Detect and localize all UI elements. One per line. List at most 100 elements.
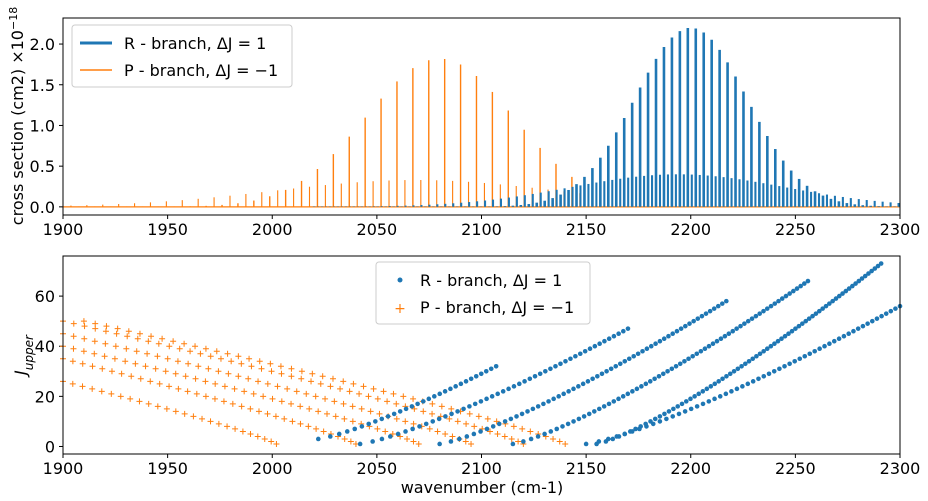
r-branch-point	[611, 399, 617, 404]
r-branch-point	[379, 416, 385, 422]
r-branch-point	[596, 439, 602, 444]
r-branch-point	[716, 379, 721, 384]
p-branch-point	[256, 358, 263, 365]
r-branch-point	[532, 374, 538, 379]
p-branch-point	[128, 373, 135, 380]
p-branch-point	[429, 410, 436, 417]
top-legend-box	[71, 24, 293, 88]
p-branch-point	[322, 395, 329, 402]
bottom-x-tick-label: 2150	[566, 459, 607, 478]
r-branch-point	[601, 404, 607, 409]
p-branch-point	[124, 333, 131, 340]
r-branch-point	[554, 426, 560, 432]
r-branch-point	[644, 346, 650, 352]
r-branch-point	[866, 271, 871, 276]
r-branch-point	[879, 313, 884, 319]
p-branch-point	[221, 383, 228, 390]
r-branch-point	[694, 404, 700, 409]
p-branch-point	[273, 440, 280, 447]
r-branch-point	[484, 396, 489, 402]
r-branch-point	[786, 331, 791, 336]
r-branch-point	[674, 328, 680, 334]
r-branch-point	[727, 371, 733, 377]
p-branch-point	[248, 363, 255, 370]
r-branch-point	[437, 391, 443, 397]
r-branch-point	[472, 401, 478, 407]
bottom-y-tick-label: 40	[35, 337, 55, 356]
p-branch-point	[312, 393, 319, 400]
r-branch-point	[592, 409, 597, 414]
top-x-tick-label: 1900	[43, 220, 84, 239]
r-branch-point	[805, 278, 811, 284]
r-branch-point	[652, 376, 657, 382]
p-branch-point	[463, 420, 470, 427]
p-branch-point	[108, 390, 115, 397]
p-branch-point	[298, 368, 305, 375]
r-branch-point	[387, 434, 393, 439]
r-branch-point	[535, 434, 541, 439]
p-branch-point	[89, 363, 96, 370]
r-branch-point	[831, 338, 837, 344]
bottom-x-axis-label: wavenumber (cm-1)	[401, 478, 564, 497]
p-branch-point	[264, 380, 271, 387]
r-branch-point	[822, 343, 827, 349]
p-branch-point	[174, 358, 181, 365]
r-branch-point	[846, 331, 851, 336]
r-branch-point	[750, 379, 756, 384]
p-branch-point	[101, 353, 108, 360]
r-branch-point	[621, 328, 626, 334]
p-branch-point	[493, 418, 500, 425]
r-branch-point	[489, 394, 495, 399]
r-branch-point	[463, 379, 469, 384]
p-branch-point	[274, 383, 281, 390]
p-branch-point	[393, 400, 400, 407]
r-branch-point	[637, 426, 642, 432]
p-branch-point	[212, 380, 219, 387]
r-branch-point	[560, 424, 565, 429]
r-branch-point	[516, 381, 522, 387]
p-branch-point	[155, 340, 162, 347]
top-x-tick-label: 2050	[357, 220, 398, 239]
p-branch-point	[159, 335, 166, 342]
r-branch-point	[546, 399, 551, 404]
r-branch-point	[703, 311, 709, 316]
r-branch-point	[373, 419, 378, 424]
r-branch-point	[779, 336, 784, 342]
p-branch-point	[429, 400, 436, 407]
p-branch-point	[213, 348, 220, 355]
p-branch-point	[319, 373, 326, 380]
p-branch-point	[241, 388, 248, 395]
p-branch-point	[125, 328, 132, 335]
p-branch-point	[156, 380, 163, 387]
r-branch-point	[410, 426, 415, 432]
p-branch-point	[235, 373, 242, 380]
r-branch-point	[823, 303, 829, 309]
r-branch-point	[357, 441, 363, 447]
legend-r-branch-marker	[397, 277, 403, 283]
p-branch-point	[269, 395, 276, 402]
p-branch-point	[298, 375, 305, 382]
p-branch-point	[147, 378, 154, 385]
p-branch-point	[358, 405, 365, 412]
r-branch-point	[687, 321, 692, 326]
p-branch-point	[374, 395, 381, 402]
p-branch-point	[382, 428, 389, 435]
r-branch-point	[648, 343, 654, 349]
p-branch-point	[350, 380, 357, 387]
r-branch-point	[749, 316, 755, 321]
p-branch-point	[166, 383, 173, 390]
p-branch-point	[197, 350, 204, 357]
r-branch-point	[706, 399, 712, 404]
bottom-x-tick-label: 1950	[147, 459, 188, 478]
p-branch-point	[202, 345, 209, 352]
r-branch-point	[745, 318, 751, 324]
p-branch-point	[297, 420, 304, 427]
top-x-tick-label: 1950	[147, 220, 188, 239]
r-branch-point	[726, 331, 732, 336]
top-y-axis-label-text: cross section (cm2) ×10	[8, 30, 27, 225]
p-branch-point	[258, 365, 265, 372]
r-branch-point	[473, 374, 479, 379]
r-branch-point	[800, 321, 805, 326]
r-branch-point	[629, 429, 635, 434]
r-branch-point	[385, 414, 391, 419]
